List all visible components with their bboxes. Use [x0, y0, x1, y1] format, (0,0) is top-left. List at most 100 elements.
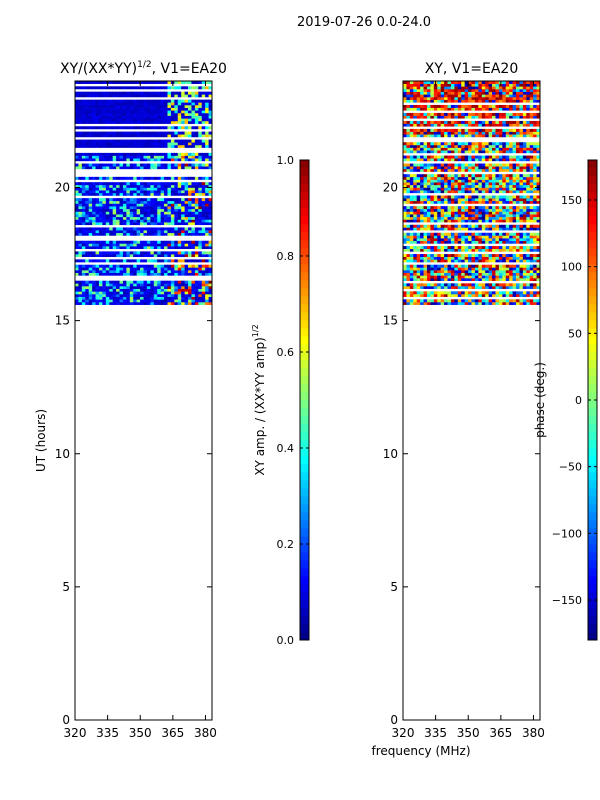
heatmap-cell [492, 256, 496, 260]
colorbar-segment [300, 616, 309, 625]
heatmap-cell [526, 131, 531, 135]
heatmap-cell [85, 251, 90, 255]
heatmap-cell [516, 246, 520, 250]
heatmap-cell [495, 270, 500, 273]
heatmap-cell [75, 211, 79, 215]
heatmap-cell [437, 158, 442, 162]
heatmap-cell [198, 126, 203, 130]
heatmap-cell [112, 81, 117, 84]
heatmap-cell [512, 112, 517, 116]
heatmap-cell [498, 142, 503, 146]
heatmap-cell [129, 102, 134, 106]
heatmap-cell [92, 214, 96, 218]
heatmap-cell [81, 91, 86, 95]
heatmap-cell [498, 208, 503, 212]
heatmap-cell [474, 104, 479, 108]
heatmap-cell [75, 288, 79, 292]
heatmap-cell [78, 208, 83, 212]
heatmap-cell [146, 272, 151, 276]
heatmap-cell [536, 190, 541, 194]
heatmap-cell [413, 216, 418, 220]
heatmap-cell [485, 275, 490, 279]
heatmap-cell [102, 176, 107, 180]
heatmap-cell [177, 243, 182, 247]
heatmap-cell [426, 291, 431, 295]
heatmap-cell [447, 219, 452, 223]
heatmap-cell [81, 104, 86, 108]
heatmap-cell [478, 246, 483, 250]
heatmap-cell [136, 296, 141, 300]
heatmap-cell [533, 150, 537, 154]
heatmap-cell [140, 176, 144, 180]
heatmap-cell [153, 99, 158, 103]
heatmap-cell [522, 272, 527, 276]
heatmap-cell [498, 147, 503, 151]
heatmap-cell [492, 99, 496, 103]
heatmap-cell [102, 126, 107, 130]
heatmap-cell [468, 150, 472, 154]
heatmap-cell [177, 301, 182, 305]
heatmap-cell [502, 112, 507, 116]
heatmap-cell [498, 256, 503, 260]
heatmap-cell [105, 294, 110, 297]
heatmap-cell [423, 216, 428, 220]
heatmap-cell [181, 118, 185, 122]
heatmap-cell [423, 179, 428, 183]
heatmap-cell [75, 110, 79, 114]
heatmap-cell [122, 166, 127, 170]
heatmap-cell [403, 208, 407, 212]
heatmap-cell [136, 211, 141, 215]
heatmap-cell [444, 112, 448, 116]
heatmap-cell [447, 150, 452, 154]
heatmap-cell [478, 166, 483, 170]
heatmap-cell [181, 243, 185, 247]
heatmap-cell [420, 174, 424, 178]
heatmap-cell [188, 120, 192, 124]
heatmap-cell [478, 147, 483, 151]
heatmap-cell [133, 227, 138, 231]
heatmap-cell [136, 243, 141, 247]
heatmap-cell [498, 94, 503, 98]
heatmap-cell [201, 104, 206, 108]
heatmap-cell [522, 144, 527, 148]
heatmap-cell [95, 118, 100, 122]
heatmap-cell [536, 115, 541, 119]
heatmap-cell [444, 240, 448, 244]
heatmap-cell [426, 200, 431, 204]
heatmap-cell [516, 291, 520, 295]
heatmap-cell [194, 81, 199, 84]
heatmap-cell [433, 248, 438, 252]
heatmap-cell [444, 278, 448, 281]
heatmap-cell [533, 179, 537, 183]
heatmap-cell [160, 240, 165, 244]
heatmap-cell [102, 152, 107, 156]
heatmap-cell [153, 259, 158, 263]
heatmap-cell [119, 139, 124, 143]
heatmap-cell [208, 232, 213, 236]
heatmap-cell [474, 232, 479, 236]
heatmap-cell [464, 200, 469, 204]
heatmap-cell [457, 259, 462, 263]
heatmap-cell [146, 134, 151, 138]
heatmap-cell [409, 224, 414, 228]
heatmap-cell [150, 222, 155, 226]
heatmap-cell [122, 176, 127, 180]
heatmap-cell [502, 294, 507, 297]
heatmap-cell [433, 176, 438, 180]
heatmap-cell [116, 198, 120, 202]
heatmap-cell [536, 104, 541, 108]
heatmap-cell [188, 134, 192, 138]
heatmap-cell [536, 176, 541, 180]
heatmap-cell [481, 99, 486, 103]
heatmap-cell [509, 278, 513, 281]
heatmap-cell [109, 222, 114, 226]
heatmap-cell [533, 259, 537, 263]
heatmap-cell [529, 267, 534, 271]
heatmap-cell [464, 190, 469, 194]
heatmap-cell [191, 182, 196, 186]
heatmap-cell [406, 107, 411, 111]
heatmap-cell [468, 166, 472, 170]
heatmap-cell [105, 155, 110, 159]
heatmap-cell [140, 166, 144, 170]
heatmap-cell [174, 301, 179, 305]
